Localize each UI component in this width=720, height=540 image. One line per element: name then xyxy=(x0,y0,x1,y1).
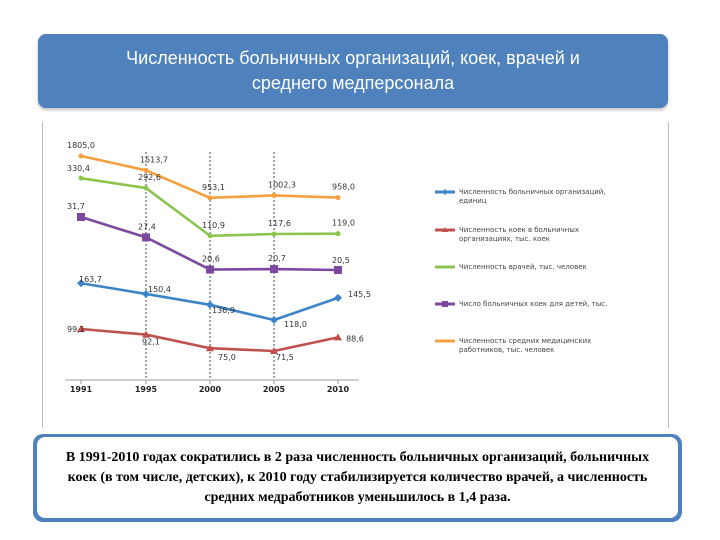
series-0-data-label-2005: 1002,3 xyxy=(268,180,296,189)
series-2-point-1995 xyxy=(142,233,150,242)
series-2-data-label-1991: 31,7 xyxy=(67,202,85,211)
x-tick-label-2000: 2000 xyxy=(199,385,222,394)
legend-label-0: Численность средних медицинских работнико… xyxy=(459,337,591,354)
series-0-point-2000 xyxy=(207,195,213,201)
series-2-data-label-2010: 20,5 xyxy=(332,256,350,265)
series-0-point-2010 xyxy=(335,195,341,201)
series-1-point-2000 xyxy=(207,233,213,239)
series-2-data-label-2000: 20,6 xyxy=(202,255,220,264)
series-0-point-1991 xyxy=(78,153,84,159)
line-chart: 1991 1995 2000 2005 2010 1805,0 1513,7 953,1 100… xyxy=(65,141,607,394)
series-4-point-1995 xyxy=(142,330,150,338)
series-4-data-label-2000: 75,0 xyxy=(218,353,236,362)
series-1-point-1995 xyxy=(143,185,149,191)
legend-marker-2 xyxy=(442,301,448,307)
series-4-point-2005 xyxy=(270,347,278,354)
series-4-point-2000 xyxy=(206,344,214,352)
summary-text: В 1991-2010 годах сократились в 2 раза ч… xyxy=(37,437,678,518)
series-3-point-1991 xyxy=(77,279,85,288)
series-3-data-label-1995: 150,4 xyxy=(148,285,171,294)
series-3-point-2005 xyxy=(270,316,278,324)
x-tick-label-2010: 2010 xyxy=(327,385,350,394)
series-3-data-label-1991: 163,7 xyxy=(79,275,102,284)
series-2-data-label-2005: 20,7 xyxy=(268,254,286,263)
series-2-point-2005 xyxy=(270,265,278,274)
series-4-data-label-1991: 99,1 xyxy=(67,325,85,334)
series-4-data-label-2005: 71,5 xyxy=(276,353,294,362)
series-3-point-2010 xyxy=(334,293,342,302)
series-3-point-1995 xyxy=(142,289,150,298)
series-4-point-2010 xyxy=(334,333,342,341)
slide-title-line-2: среднего медперсонала xyxy=(251,73,455,93)
legend-marker-3 xyxy=(442,189,448,195)
series-4-data-label-1995: 92,1 xyxy=(142,338,160,347)
x-tick-label-2005: 2005 xyxy=(263,385,286,394)
x-tick-label-1995: 1995 xyxy=(135,385,158,394)
series-0-data-label-2000: 953,1 xyxy=(202,183,225,192)
series-1-point-2005 xyxy=(271,231,277,237)
x-tick-label-1991: 1991 xyxy=(70,385,93,394)
series-0-data-label-2010: 958,0 xyxy=(332,183,355,192)
legend-marker-4 xyxy=(442,227,448,232)
series-3-point-2000 xyxy=(206,300,214,309)
series-3-data-label-2000: 136,9 xyxy=(212,306,235,315)
series-0-data-label-1991: 1805,0 xyxy=(67,141,95,150)
series-2-point-1991 xyxy=(77,213,85,221)
series-2-data-label-1995: 27,4 xyxy=(138,222,156,231)
series-4-point-1991 xyxy=(77,325,85,332)
series-1-data-label-1991: 330,4 xyxy=(67,164,90,173)
slide-title-line-1: Численность больничных организаций, коек… xyxy=(126,48,580,68)
series-1-data-label-2000: 110,9 xyxy=(202,221,225,230)
series-0-point-2005 xyxy=(271,192,277,198)
series-0-point-1995 xyxy=(143,167,149,173)
legend-label-4: Численность коек в больничных организация… xyxy=(459,226,579,243)
chart-area: 1991 1995 2000 2005 2010 1805,0 1513,7 953,1 100… xyxy=(42,122,669,428)
series-1-point-2010 xyxy=(335,231,341,237)
series-3-data-label-2005: 118,0 xyxy=(284,320,307,329)
legend-label-2: Число больничных коек для детей, тыс. xyxy=(459,300,607,308)
series-3-data-label-2010: 145,5 xyxy=(348,290,371,299)
series-4-data-label-2010: 88,6 xyxy=(346,334,364,343)
series-1-data-label-2005: 117,6 xyxy=(268,219,291,228)
series-1-point-1991 xyxy=(78,175,84,181)
series-2-point-2010 xyxy=(334,266,342,274)
slide-title-box: Численность больничных организаций, коек… xyxy=(38,34,668,108)
series-2-point-2000 xyxy=(206,265,214,274)
legend-label-3: Численность больничных организаций, едини… xyxy=(459,188,606,205)
series-1-data-label-1995: 292,6 xyxy=(138,173,161,182)
series-1-data-label-2010: 119,0 xyxy=(332,219,355,228)
series-0-data-label-1995: 1513,7 xyxy=(140,155,168,164)
summary-callout: В 1991-2010 годах сократились в 2 раза ч… xyxy=(33,434,682,522)
legend-label-1: Численность врачей, тыс. человек xyxy=(459,263,587,271)
